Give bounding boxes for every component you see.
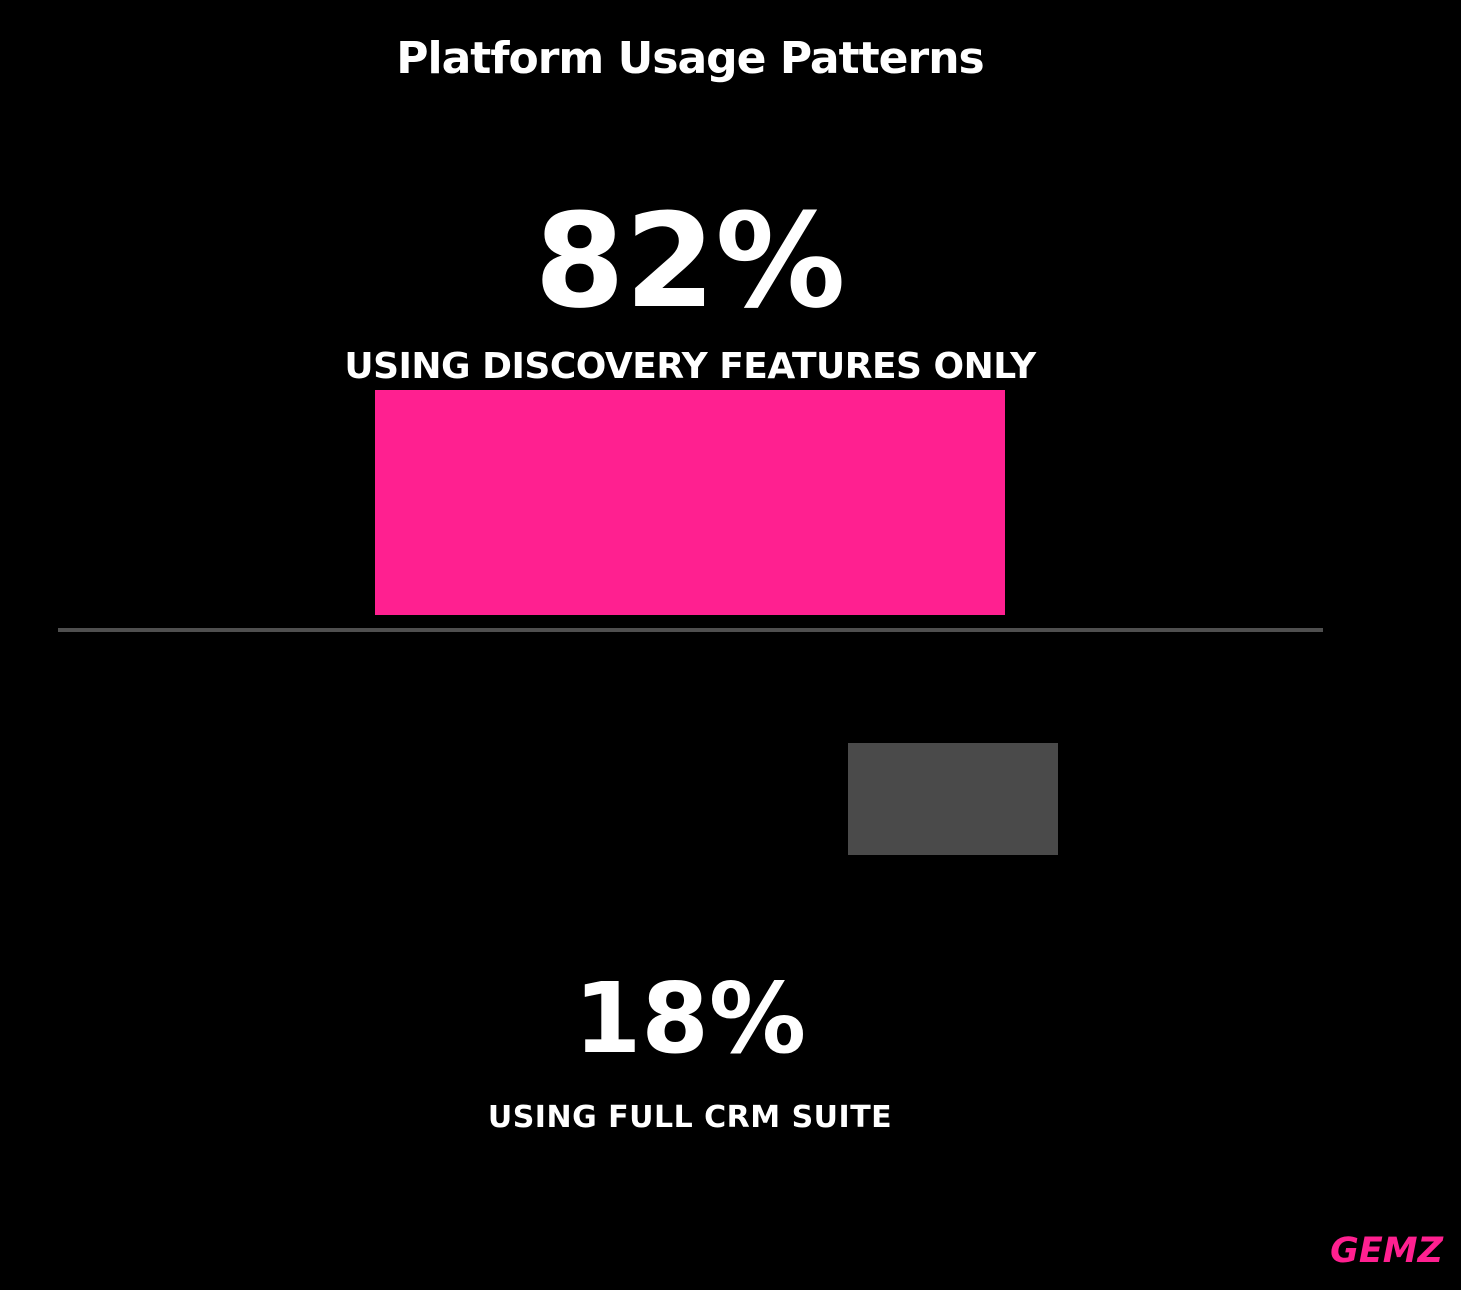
brand-logo: GEMZ bbox=[1330, 1231, 1443, 1271]
chart-title: Platform Usage Patterns bbox=[396, 33, 984, 84]
discovery-bar bbox=[375, 390, 1005, 615]
crm-suite-percentage-value: 18% bbox=[573, 962, 807, 1075]
crm-suite-bar bbox=[848, 743, 1058, 855]
discovery-category-label: USING DISCOVERY FEATURES ONLY bbox=[344, 346, 1036, 387]
crm-suite-category-label: USING FULL CRM SUITE bbox=[487, 1100, 893, 1135]
divider-line bbox=[58, 628, 1323, 632]
discovery-percentage-value: 82% bbox=[534, 185, 846, 337]
